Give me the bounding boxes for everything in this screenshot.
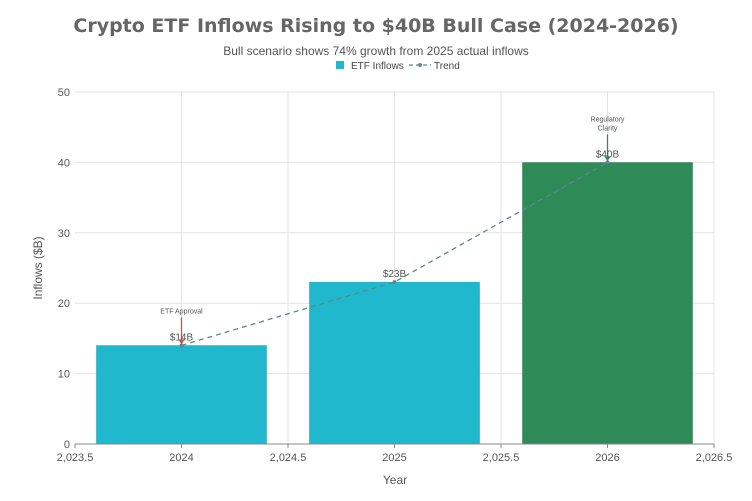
annotations: ETF Approval Regulatory Clarity <box>160 116 625 345</box>
x-axis-label: Year <box>383 473 407 487</box>
chart-subtitle: Bull scenario shows 74% growth from 2025… <box>223 44 528 58</box>
y-tick-label: 40 <box>58 157 70 169</box>
chart-title: Crypto ETF Inflows Rising to $40B Bull C… <box>73 15 678 37</box>
legend-label-etf-inflows: ETF Inflows <box>351 61 404 72</box>
annotation-text: Clarity <box>598 125 618 132</box>
x-tick-label: 2025 <box>382 452 406 464</box>
annotation-text: Regulatory <box>591 116 625 123</box>
y-tick-label: 50 <box>58 87 70 99</box>
bar-2026 <box>521 161 694 445</box>
legend-bar-swatch <box>336 61 344 69</box>
y-axis-label: Inflows ($B) <box>31 236 45 299</box>
y-tick-label: 0 <box>64 439 70 451</box>
x-tick-label: 2,026.5 <box>696 452 733 464</box>
annotation-arrowhead <box>178 339 185 345</box>
legend[interactable]: ETF Inflows Trend <box>336 61 460 72</box>
x-tick-label: 2,023.5 <box>57 452 94 464</box>
axes: 0 10 20 30 40 50 2,023.5 2024 2,024.5 2025 2,025.5… <box>57 87 733 464</box>
y-tick-label: 20 <box>58 298 70 310</box>
data-labels: $14B $23B $40B <box>170 149 620 343</box>
data-label: $14B <box>170 332 194 343</box>
bars <box>95 161 694 445</box>
annotation-text: ETF Approval <box>160 308 203 315</box>
y-tick-label: 30 <box>58 228 70 240</box>
x-tick-label: 2024 <box>169 452 193 464</box>
legend-trend-marker <box>418 63 422 67</box>
y-tick-label: 10 <box>58 369 70 381</box>
data-label: $40B <box>596 149 620 160</box>
trend-line <box>179 160 610 348</box>
annotation-arrowhead <box>604 156 611 162</box>
bar-2024 <box>95 344 268 445</box>
data-label: $23B <box>383 269 407 280</box>
bar-2025 <box>308 281 481 445</box>
trend-point-2025 <box>392 280 397 285</box>
x-tick-label: 2,024.5 <box>270 452 307 464</box>
legend-label-trend: Trend <box>434 61 460 72</box>
trend-point-2026 <box>605 160 610 165</box>
x-tick-label: 2,025.5 <box>483 452 520 464</box>
x-tick-label: 2026 <box>595 452 619 464</box>
trend-polyline <box>181 161 608 347</box>
trend-point-2024 <box>179 343 184 348</box>
